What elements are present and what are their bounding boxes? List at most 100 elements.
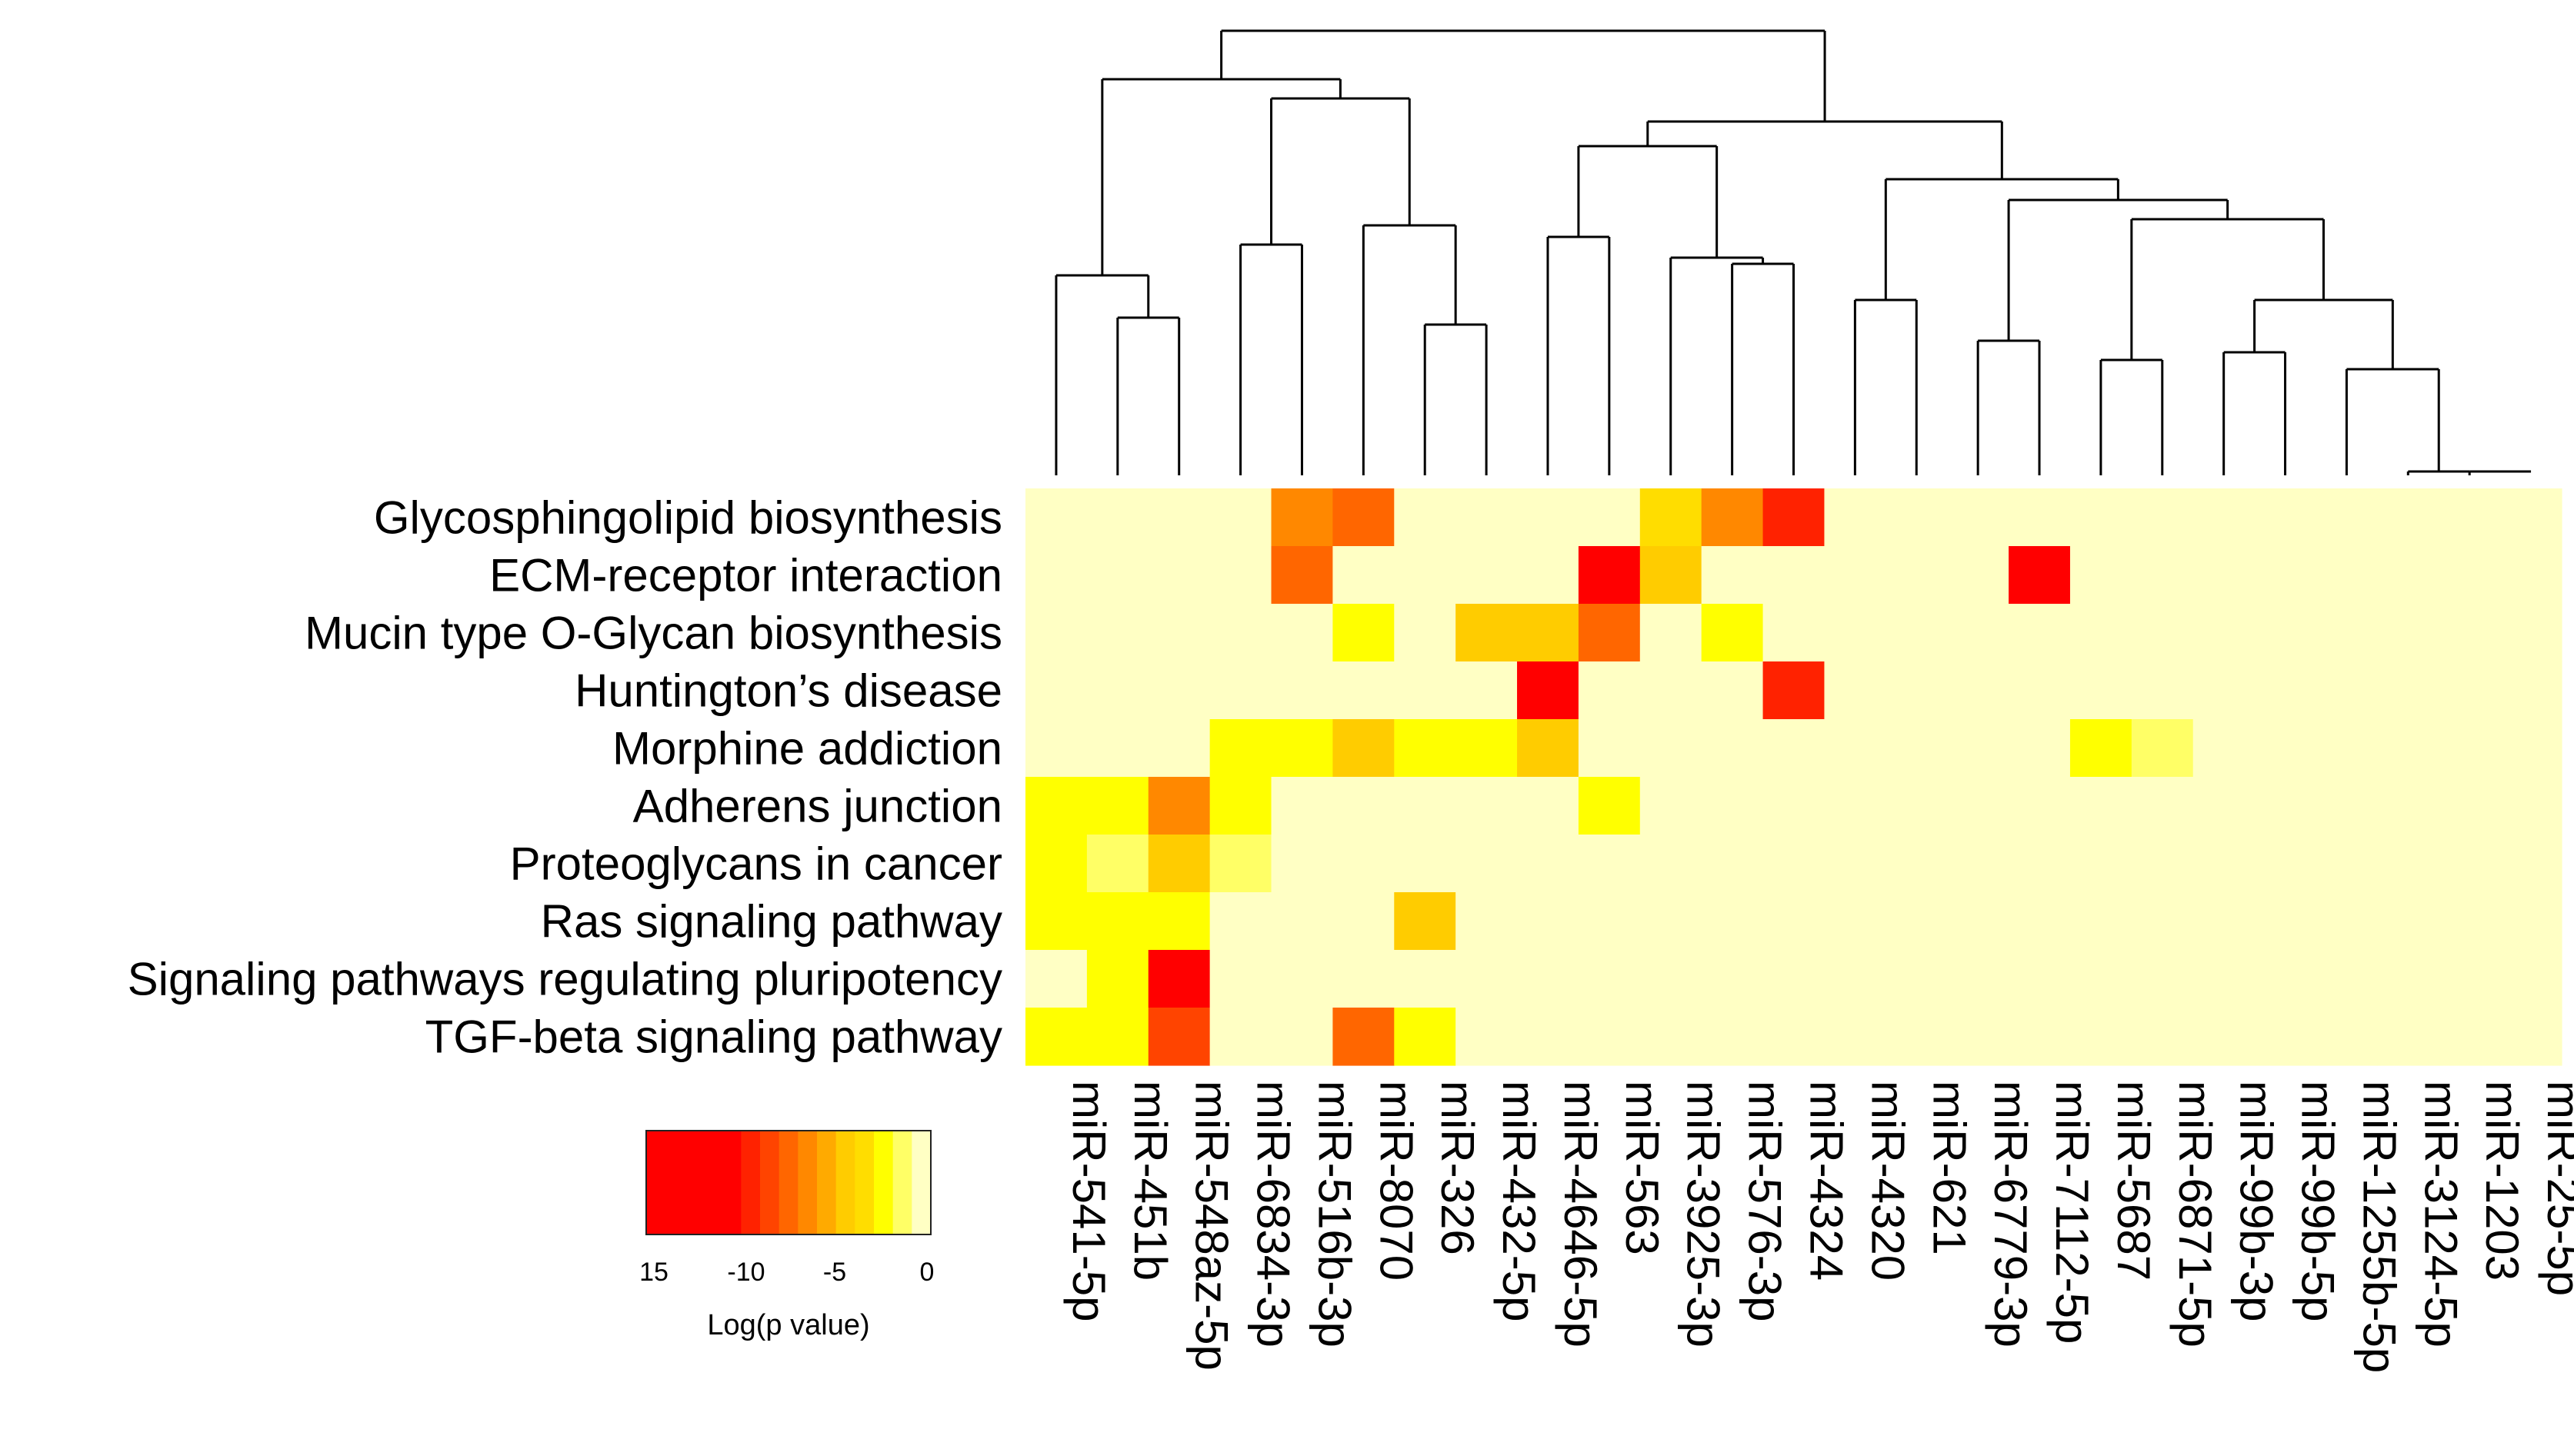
heatmap-cell: [1517, 892, 1579, 951]
heatmap-cell: [1762, 835, 1825, 893]
heatmap-cell: [1885, 1008, 1948, 1066]
heatmap-cell: [1762, 488, 1825, 547]
heatmap-cell: [1517, 719, 1579, 778]
heatmap-cell: [1148, 546, 1211, 605]
heatmap-cell: [1394, 719, 1456, 778]
heatmap-cell: [1824, 661, 1886, 720]
heatmap-cell: [1332, 604, 1395, 662]
heatmap-cell: [1455, 950, 1518, 1008]
heatmap-cell: [1271, 488, 1333, 547]
heatmap-cell: [2500, 892, 2562, 951]
heatmap-cell: [2069, 661, 2132, 720]
row-label: Proteoglycans in cancer: [510, 838, 1002, 890]
heatmap-cell: [1947, 719, 2009, 778]
column-label: miR-4646-5p: [1555, 1081, 1606, 1348]
heatmap-cell: [2131, 1008, 2194, 1066]
heatmap-cell: [1148, 835, 1211, 893]
heatmap-cell: [1639, 835, 1702, 893]
heatmap-cell: [2254, 719, 2317, 778]
heatmap-cell: [1086, 1008, 1149, 1066]
heatmap-cell: [2377, 604, 2439, 662]
heatmap-cell: [2500, 777, 2562, 835]
heatmap-cell: [1824, 546, 1886, 605]
heatmap-cell: [1455, 488, 1518, 547]
heatmap-cell: [2009, 777, 2071, 835]
row-label: Adherens junction: [633, 781, 1002, 832]
heatmap-cell: [1885, 777, 1948, 835]
heatmap-cell: [2069, 777, 2132, 835]
heatmap-cell: [1394, 892, 1456, 951]
row-label: Glycosphingolipid biosynthesis: [374, 492, 1002, 544]
heatmap-cell: [1394, 488, 1456, 547]
column-label: miR-576-3p: [1739, 1081, 1791, 1321]
heatmap-cell: [1148, 950, 1211, 1008]
heatmap-cell: [1025, 950, 1088, 1008]
heatmap-cell: [1639, 546, 1702, 605]
legend-swatch: [798, 1131, 818, 1234]
heatmap-cell: [2439, 719, 2501, 778]
row-label: Ras signaling pathway: [541, 896, 1002, 948]
heatmap-cell: [1148, 892, 1211, 951]
column-label: miR-451b: [1125, 1081, 1176, 1281]
legend-swatch: [722, 1131, 742, 1234]
heatmap-cell: [2009, 661, 2071, 720]
heatmap-cell: [1947, 892, 2009, 951]
heatmap-cell: [1394, 604, 1456, 662]
heatmap-cell: [1025, 661, 1088, 720]
heatmap-cell: [1701, 835, 1764, 893]
heatmap-cell: [2069, 546, 2132, 605]
column-label: miR-4324: [1801, 1081, 1852, 1281]
legend-swatch: [646, 1131, 666, 1234]
heatmap-cell: [1578, 1008, 1641, 1066]
column-label: miR-541-5p: [1063, 1081, 1115, 1321]
legend-swatch: [817, 1131, 837, 1234]
heatmap-cell: [2131, 777, 2194, 835]
heatmap-cell: [1025, 892, 1088, 951]
heatmap-cell: [1332, 892, 1395, 951]
heatmap-cell: [1578, 604, 1641, 662]
heatmap-cell: [1824, 719, 1886, 778]
heatmap-cell: [1209, 835, 1272, 893]
heatmap-cell: [2192, 1008, 2256, 1066]
row-label: Morphine addiction: [612, 723, 1002, 775]
heatmap-cell: [1209, 892, 1272, 951]
heatmap-cell: [1578, 546, 1641, 605]
heatmap-cell: [2439, 546, 2501, 605]
heatmap-cell: [2439, 892, 2501, 951]
heatmap-cell: [2377, 835, 2439, 893]
heatmap-cell: [1947, 777, 2009, 835]
heatmap-cell: [1086, 835, 1149, 893]
heatmap-cell: [1517, 835, 1579, 893]
heatmap-cell: [1824, 488, 1886, 547]
column-label: miR-621: [1923, 1081, 1975, 1255]
heatmap-cell: [1394, 1008, 1456, 1066]
heatmap-cell: [2500, 1008, 2562, 1066]
heatmap-cell: [1947, 488, 2009, 547]
heatmap-cell: [2316, 777, 2378, 835]
heatmap-cell: [2131, 892, 2194, 951]
heatmap-cell: [2316, 719, 2378, 778]
heatmap-cell: [1086, 604, 1149, 662]
row-labels: Glycosphingolipid biosynthesis ECM-recept…: [128, 492, 1002, 1063]
heatmap-cell: [1086, 719, 1149, 778]
heatmap-cell: [1209, 661, 1272, 720]
heatmap-cell: [1025, 835, 1088, 893]
heatmap-cell: [1947, 835, 2009, 893]
heatmap-cell: [2377, 546, 2439, 605]
heatmap-cell: [1025, 777, 1088, 835]
legend-frame: [645, 1130, 932, 1235]
column-labels: miR-541-5p miR-451b miR-548az-5p miR-6834-3…: [1063, 1081, 2574, 1373]
heatmap-cell: [1394, 835, 1456, 893]
heatmap-cell: [1701, 546, 1764, 605]
heatmap-cell: [1517, 488, 1579, 547]
column-label: miR-563: [1616, 1081, 1668, 1255]
heatmap-cell: [1885, 950, 1948, 1008]
heatmap-cell: [2316, 488, 2378, 547]
legend-title: Log(p value): [707, 1309, 869, 1341]
heatmap-cell: [2316, 1008, 2378, 1066]
column-label: miR-7112-5p: [2046, 1081, 2098, 1344]
heatmap-cell: [1578, 777, 1641, 835]
heatmap-cell: [2192, 604, 2256, 662]
heatmap-cell: [2009, 835, 2071, 893]
heatmap-cell: [1209, 950, 1272, 1008]
